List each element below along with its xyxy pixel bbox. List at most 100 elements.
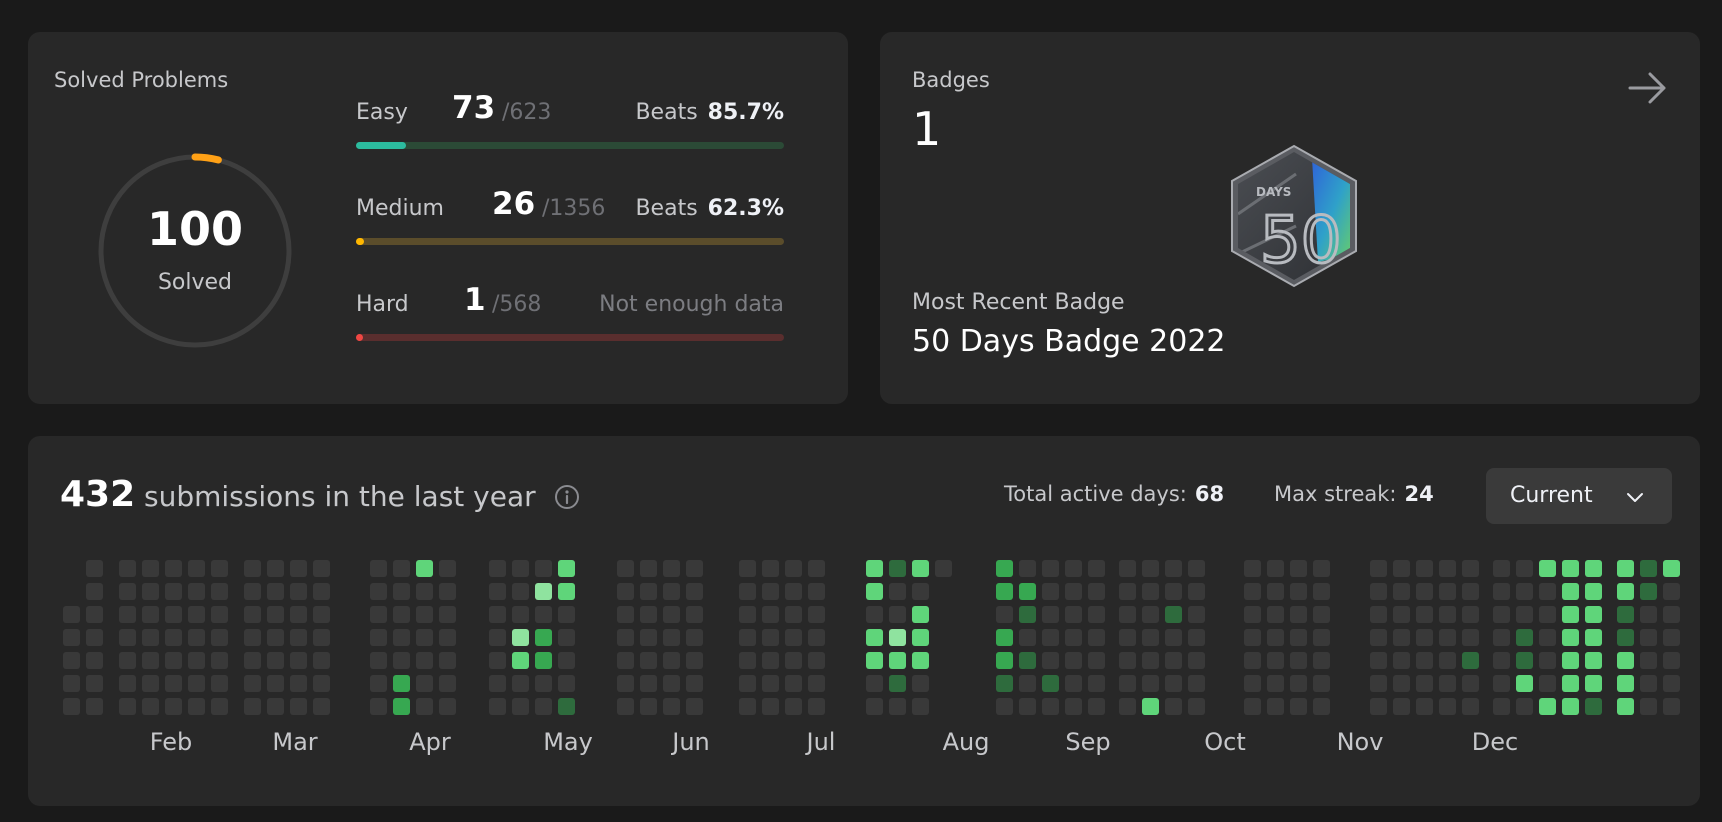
heatmap-day-cell[interactable]: [1019, 629, 1036, 646]
heatmap-day-cell[interactable]: [1370, 629, 1387, 646]
heatmap-day-cell[interactable]: [1539, 583, 1556, 600]
heatmap-day-cell[interactable]: [86, 629, 103, 646]
heatmap-day-cell[interactable]: [663, 698, 680, 715]
heatmap-day-cell[interactable]: [1188, 698, 1205, 715]
heatmap-day-cell[interactable]: [1313, 583, 1330, 600]
heatmap-day-cell[interactable]: [267, 698, 284, 715]
heatmap-day-cell[interactable]: [63, 606, 80, 623]
heatmap-day-cell[interactable]: [1370, 698, 1387, 715]
heatmap-day-cell[interactable]: [663, 583, 680, 600]
heatmap-day-cell[interactable]: [617, 675, 634, 692]
heatmap-day-cell[interactable]: [142, 698, 159, 715]
heatmap-day-cell[interactable]: [1640, 629, 1657, 646]
heatmap-day-cell[interactable]: [762, 698, 779, 715]
heatmap-day-cell[interactable]: [762, 629, 779, 646]
heatmap-day-cell[interactable]: [1019, 560, 1036, 577]
heatmap-day-cell[interactable]: [1370, 675, 1387, 692]
heatmap-day-cell[interactable]: [142, 606, 159, 623]
heatmap-day-cell[interactable]: [1065, 629, 1082, 646]
heatmap-day-cell[interactable]: [119, 698, 136, 715]
heatmap-day-cell[interactable]: [762, 583, 779, 600]
heatmap-day-cell[interactable]: [663, 629, 680, 646]
heatmap-day-cell[interactable]: [1088, 560, 1105, 577]
heatmap-day-cell[interactable]: [1267, 629, 1284, 646]
heatmap-day-cell[interactable]: [211, 606, 228, 623]
heatmap-day-cell[interactable]: [188, 606, 205, 623]
heatmap-day-cell[interactable]: [686, 675, 703, 692]
heatmap-day-cell[interactable]: [1562, 560, 1579, 577]
heatmap-day-cell[interactable]: [866, 583, 883, 600]
heatmap-day-cell[interactable]: [1393, 583, 1410, 600]
heatmap-day-cell[interactable]: [1188, 606, 1205, 623]
heatmap-day-cell[interactable]: [1165, 606, 1182, 623]
heatmap-day-cell[interactable]: [640, 583, 657, 600]
heatmap-day-cell[interactable]: [1562, 606, 1579, 623]
heatmap-day-cell[interactable]: [1585, 629, 1602, 646]
heatmap-day-cell[interactable]: [912, 583, 929, 600]
heatmap-day-cell[interactable]: [1663, 629, 1680, 646]
heatmap-day-cell[interactable]: [808, 675, 825, 692]
heatmap-day-cell[interactable]: [558, 675, 575, 692]
heatmap-day-cell[interactable]: [1439, 652, 1456, 669]
heatmap-day-cell[interactable]: [1119, 698, 1136, 715]
heatmap-day-cell[interactable]: [1439, 698, 1456, 715]
heatmap-day-cell[interactable]: [1562, 675, 1579, 692]
heatmap-day-cell[interactable]: [1313, 698, 1330, 715]
heatmap-day-cell[interactable]: [1290, 675, 1307, 692]
heatmap-day-cell[interactable]: [1290, 606, 1307, 623]
heatmap-day-cell[interactable]: [1462, 698, 1479, 715]
heatmap-day-cell[interactable]: [1617, 629, 1634, 646]
heatmap-day-cell[interactable]: [1516, 698, 1533, 715]
heatmap-day-cell[interactable]: [267, 652, 284, 669]
heatmap-day-cell[interactable]: [996, 675, 1013, 692]
heatmap-day-cell[interactable]: [142, 629, 159, 646]
heatmap-day-cell[interactable]: [1617, 606, 1634, 623]
heatmap-day-cell[interactable]: [512, 606, 529, 623]
heatmap-day-cell[interactable]: [142, 583, 159, 600]
heatmap-day-cell[interactable]: [1065, 560, 1082, 577]
heatmap-day-cell[interactable]: [1640, 583, 1657, 600]
heatmap-day-cell[interactable]: [1267, 675, 1284, 692]
heatmap-day-cell[interactable]: [1165, 675, 1182, 692]
heatmap-day-cell[interactable]: [1042, 652, 1059, 669]
heatmap-day-cell[interactable]: [1439, 560, 1456, 577]
heatmap-day-cell[interactable]: [1663, 583, 1680, 600]
heatmap-day-cell[interactable]: [188, 629, 205, 646]
heatmap-day-cell[interactable]: [1416, 583, 1433, 600]
heatmap-day-cell[interactable]: [1042, 675, 1059, 692]
heatmap-day-cell[interactable]: [119, 675, 136, 692]
heatmap-day-cell[interactable]: [290, 606, 307, 623]
heatmap-day-cell[interactable]: [617, 629, 634, 646]
heatmap-day-cell[interactable]: [1462, 583, 1479, 600]
heatmap-day-cell[interactable]: [1313, 675, 1330, 692]
heatmap-day-cell[interactable]: [1585, 675, 1602, 692]
heatmap-day-cell[interactable]: [244, 583, 261, 600]
heatmap-day-cell[interactable]: [1188, 560, 1205, 577]
heatmap-day-cell[interactable]: [1663, 652, 1680, 669]
heatmap-day-cell[interactable]: [313, 698, 330, 715]
heatmap-day-cell[interactable]: [1065, 606, 1082, 623]
heatmap-day-cell[interactable]: [1042, 560, 1059, 577]
heatmap-day-cell[interactable]: [889, 652, 906, 669]
heatmap-day-cell[interactable]: [489, 675, 506, 692]
heatmap-day-cell[interactable]: [558, 560, 575, 577]
heatmap-day-cell[interactable]: [1393, 675, 1410, 692]
heatmap-day-cell[interactable]: [1142, 652, 1159, 669]
heatmap-day-cell[interactable]: [640, 629, 657, 646]
heatmap-day-cell[interactable]: [244, 629, 261, 646]
heatmap-day-cell[interactable]: [119, 583, 136, 600]
heatmap-day-cell[interactable]: [1019, 606, 1036, 623]
heatmap-day-cell[interactable]: [1088, 675, 1105, 692]
heatmap-day-cell[interactable]: [1267, 583, 1284, 600]
heatmap-day-cell[interactable]: [663, 652, 680, 669]
heatmap-day-cell[interactable]: [119, 652, 136, 669]
info-icon[interactable]: [554, 484, 580, 510]
heatmap-day-cell[interactable]: [808, 606, 825, 623]
heatmap-day-cell[interactable]: [416, 583, 433, 600]
heatmap-day-cell[interactable]: [244, 652, 261, 669]
heatmap-day-cell[interactable]: [1119, 606, 1136, 623]
heatmap-day-cell[interactable]: [1290, 560, 1307, 577]
heatmap-day-cell[interactable]: [416, 629, 433, 646]
heatmap-day-cell[interactable]: [617, 560, 634, 577]
heatmap-day-cell[interactable]: [912, 606, 929, 623]
